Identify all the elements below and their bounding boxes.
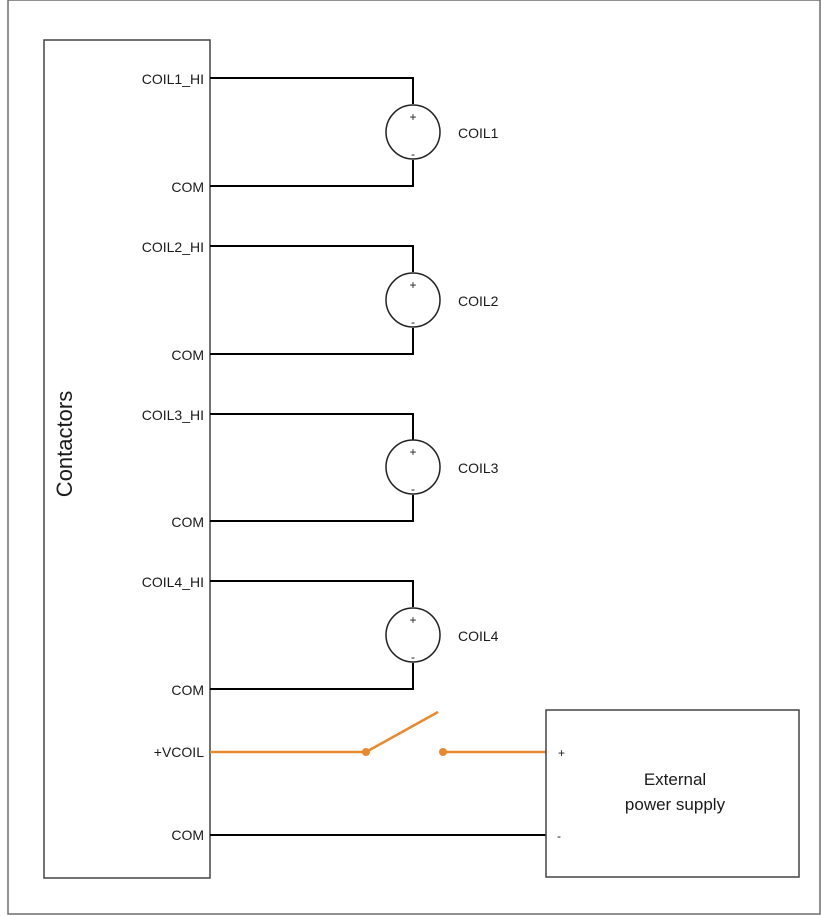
contactors-label: Contactors [52,391,77,497]
coil4-hi-wire [210,580,414,607]
coil4-com-label: COM [171,682,204,698]
coil2-minus: - [411,315,415,329]
coil3-com-wire [210,495,414,522]
coil1-plus: + [409,110,416,124]
coil2-hi-label: COIL2_HI [142,239,204,255]
vcoil-label: +VCOIL [154,744,204,760]
coil4-symbol [385,607,441,663]
bottom-com-circuit: COM [171,827,546,843]
switch-blade [365,710,439,754]
coil2-symbol [385,272,441,328]
coil3-label: COIL3 [458,460,499,476]
coil1-hi-label: COIL1_HI [142,71,204,87]
power-supply-box [545,709,800,878]
coil3-hi-label: COIL3_HI [142,407,204,423]
coil-1-circuit: COIL1_HI COM + - COIL1 [142,71,499,195]
coil2-plus: + [409,278,416,292]
coil4-plus: + [409,613,416,627]
coil1-label: COIL1 [458,125,499,141]
coil3-hi-wire [210,413,414,440]
coil1-com-label: COM [171,179,204,195]
coil1-symbol [385,104,441,160]
power-supply-title-line2: power supply [625,795,726,814]
power-supply-title-line1: External [644,770,706,789]
coil-2-circuit: COIL2_HI COM + - COIL2 [142,239,499,363]
diagram-border [7,0,821,915]
external-power-supply: + - External power supply [545,709,800,878]
coil1-hi-wire [210,77,414,104]
coil4-minus: - [411,650,415,664]
coil2-com-wire [210,328,414,355]
coil2-hi-wire [210,245,414,272]
coil3-plus: + [409,445,416,459]
power-supply-plus: + [558,746,565,760]
coil-4-circuit: COIL4_HI COM + - COIL4 [142,574,499,698]
coil2-com-label: COM [171,347,204,363]
coil4-label: COIL4 [458,628,499,644]
coil4-hi-label: COIL4_HI [142,574,204,590]
coil3-minus: - [411,482,415,496]
coil3-com-label: COM [171,514,204,530]
switch-contact-left [362,748,370,756]
bottom-com-label: COM [171,827,204,843]
coil4-com-wire [210,663,414,690]
coil3-symbol [385,439,441,495]
contactors-block [43,39,211,879]
coil-3-circuit: COIL3_HI COM + - COIL3 [142,407,499,530]
coil1-minus: - [411,147,415,161]
coil1-com-wire [210,160,414,187]
power-supply-minus: - [557,829,561,843]
coil2-label: COIL2 [458,293,499,309]
vcoil-circuit: +VCOIL [154,710,546,760]
